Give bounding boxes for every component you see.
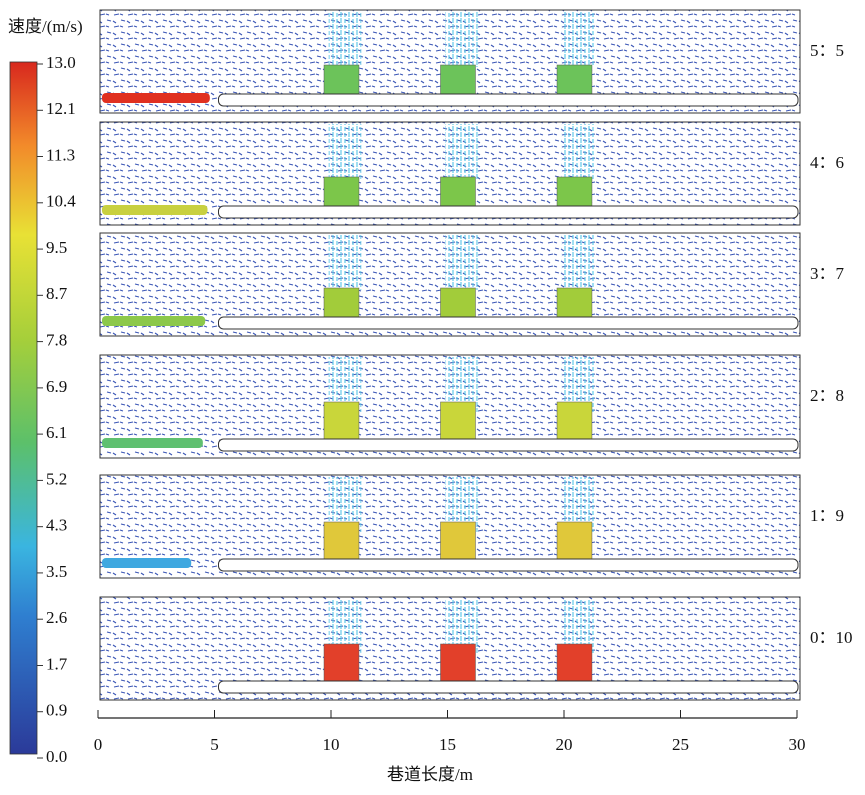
inlet-jet [102, 316, 206, 326]
outlet-block [440, 287, 476, 319]
colorbar-tick-label: 2.6 [46, 608, 67, 627]
jet-plume [561, 12, 595, 67]
outlet-block [440, 64, 476, 96]
jet-plume [328, 12, 362, 67]
outlet-block [323, 521, 360, 561]
outlet-block [556, 176, 593, 208]
outlet-block [440, 401, 476, 441]
x-tick-label: 0 [94, 735, 103, 754]
x-tick-label: 10 [323, 735, 340, 754]
colorbar-tick-label: 13.0 [46, 53, 76, 72]
outlet-block [556, 64, 593, 96]
duct [218, 438, 799, 452]
colorbar-tick-label: 4.3 [46, 516, 67, 535]
duct [218, 205, 799, 219]
x-axis-label: 巷道长度/m [387, 765, 473, 784]
panel-label: 1：9 [810, 506, 844, 525]
colorbar-tick-label: 0.0 [46, 747, 67, 766]
colorbar-tick-label: 9.5 [46, 238, 67, 257]
outlet-block [323, 287, 360, 319]
panel-label: 0：10 [810, 628, 853, 647]
inlet-jet [102, 438, 203, 448]
outlet-block [440, 521, 476, 561]
outlet-block [323, 64, 360, 96]
inlet-jet [102, 205, 208, 215]
jet-plume [445, 12, 478, 67]
outlet-block [440, 643, 476, 683]
colorbar-tick-label: 10.4 [46, 192, 76, 211]
duct [218, 680, 799, 694]
x-tick-label: 30 [789, 735, 806, 754]
outlet-block [556, 521, 593, 561]
panel-label: 3：7 [810, 264, 844, 283]
outlet-block [556, 401, 593, 441]
inlet-jet [102, 558, 192, 568]
colorbar-tick-label: 5.2 [46, 469, 67, 488]
panels: 5：5 4：6 3：7 2：8 1：9 0：10 [99, 9, 853, 701]
outlet-block [440, 176, 476, 208]
jet-plume [328, 235, 362, 290]
jet-plume [445, 235, 478, 290]
duct [218, 558, 799, 572]
outlet-block [323, 176, 360, 208]
colorbar-tick-label: 7.8 [46, 331, 67, 350]
colorbar-tick-label: 3.5 [46, 562, 67, 581]
colorbar-tick-label: 11.3 [46, 145, 75, 164]
colorbar-tick-label: 12.1 [46, 99, 76, 118]
outlet-block [556, 643, 593, 683]
panel-label: 2：8 [810, 386, 844, 405]
x-tick-label: 25 [672, 735, 689, 754]
inlet-jet [102, 93, 210, 103]
colorbar-tick-label: 8.7 [46, 284, 68, 303]
outlet-block [556, 287, 593, 319]
panel-label: 5：5 [810, 41, 844, 60]
duct [218, 93, 799, 107]
outlet-block [323, 401, 360, 441]
colorbar [9, 61, 38, 755]
duct [218, 316, 799, 330]
colorbar-tick-label: 6.1 [46, 423, 67, 442]
jet-plume [561, 124, 595, 179]
jet-plume [328, 124, 362, 179]
outlet-block [323, 643, 360, 683]
colorbar-tick-label: 1.7 [46, 654, 68, 673]
jet-plume [445, 124, 478, 179]
colorbar-tick-label: 6.9 [46, 377, 67, 396]
x-tick-label: 20 [556, 735, 573, 754]
colorbar-label: 速度/(m/s) [8, 17, 83, 36]
panel-label: 4：6 [810, 153, 844, 172]
x-tick-label: 5 [210, 735, 219, 754]
x-tick-label: 15 [439, 735, 456, 754]
jet-plume [561, 235, 595, 290]
colorbar-tick-label: 0.9 [46, 701, 67, 720]
